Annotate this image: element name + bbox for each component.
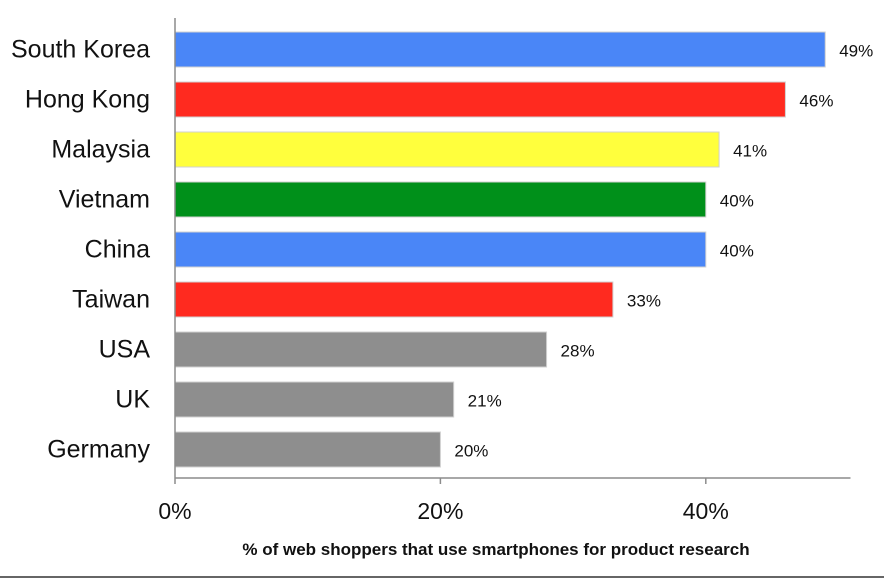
bar-usa — [174, 331, 548, 368]
x-tick-label-0: 0% — [158, 498, 191, 524]
value-label-uk: 21% — [468, 392, 502, 411]
category-label-usa: USA — [99, 336, 151, 364]
value-label-china: 40% — [720, 242, 754, 261]
x-tick-label-40: 40% — [683, 498, 729, 524]
value-label-usa: 28% — [561, 342, 595, 361]
bars-group — [174, 31, 826, 468]
bar-vietnam — [174, 181, 707, 218]
bar-taiwan — [174, 281, 614, 318]
value-label-malaysia: 41% — [733, 142, 767, 161]
category-label-vietnam: Vietnam — [59, 186, 150, 214]
category-label-south-korea: South Korea — [11, 36, 150, 64]
bar-malaysia — [174, 131, 720, 168]
value-label-hong-kong: 46% — [799, 92, 833, 111]
category-label-hong-kong: Hong Kong — [25, 86, 150, 114]
bar-germany — [174, 431, 441, 468]
category-label-malaysia: Malaysia — [51, 136, 150, 164]
x-axis-ticks — [174, 478, 707, 484]
value-label-vietnam: 40% — [720, 192, 754, 211]
bar-hong-kong — [174, 81, 786, 118]
category-label-taiwan: Taiwan — [72, 286, 150, 314]
value-labels: 49% 46% 41% 40% 40% 33% 28% 21% 20% — [454, 42, 873, 461]
category-label-uk: UK — [115, 386, 150, 414]
category-label-germany: Germany — [47, 436, 150, 464]
x-axis-tick-labels: 0% 20% 40% — [158, 498, 728, 524]
x-axis-title: % of web shoppers that use smartphones f… — [242, 540, 749, 559]
bottom-rule — [0, 576, 884, 578]
value-label-south-korea: 49% — [839, 42, 873, 61]
bar-uk — [174, 381, 455, 418]
x-tick-label-20: 20% — [417, 498, 463, 524]
value-label-taiwan: 33% — [627, 292, 661, 311]
category-label-china: China — [85, 236, 150, 264]
category-labels: South Korea Hong Kong Malaysia Vietnam China… — [11, 36, 150, 464]
value-label-germany: 20% — [454, 442, 488, 461]
bar-china — [174, 231, 707, 268]
bar-south-korea — [174, 31, 826, 68]
